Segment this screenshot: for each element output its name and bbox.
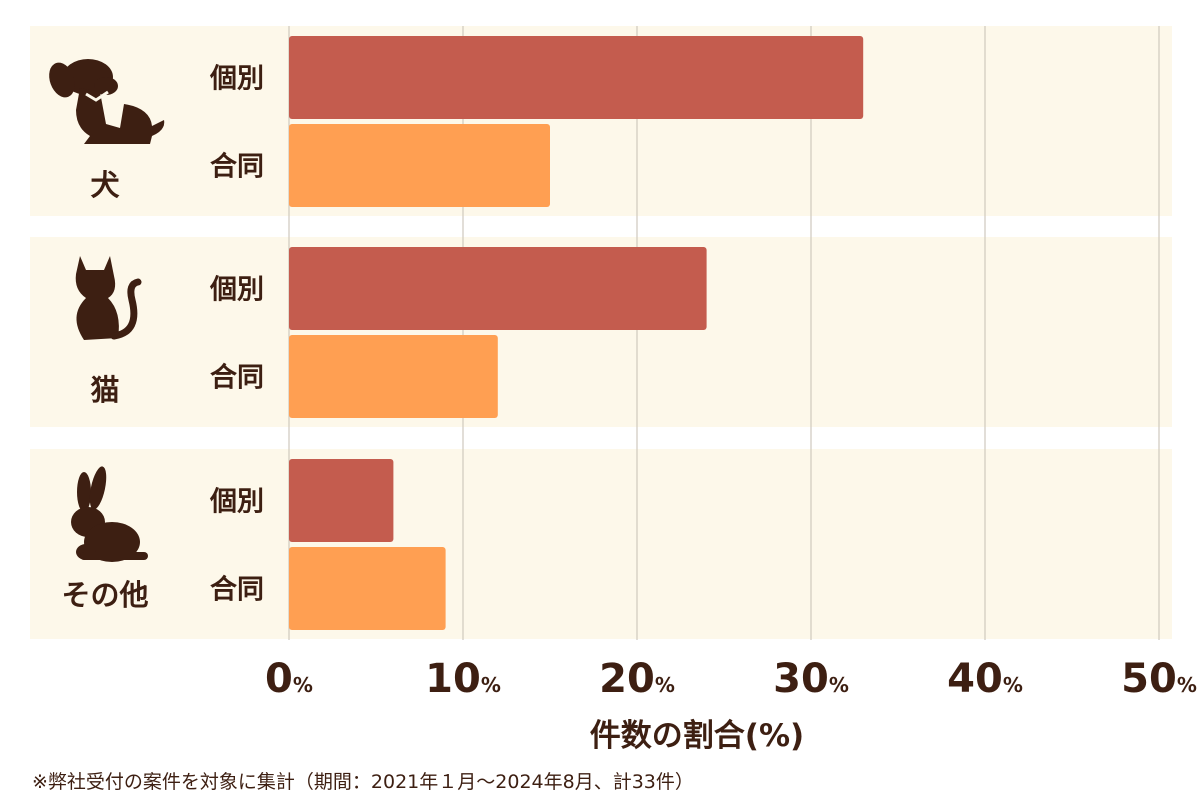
series-label: 合同 [210,362,264,394]
series-label: 個別 [209,487,264,518]
footnote: ※弊社受付の案件を対象に集計（期間：2021年１月～2024年8月、計33件） [32,771,694,793]
x-axis-ticks: 0% 10% 20% 30% 40% 50% [265,656,1197,702]
x-tick-label: 10% [425,656,501,702]
group-background-3 [30,449,1172,639]
category-label: 猫 [90,373,119,407]
series-label: 合同 [210,151,264,183]
series-label: 合同 [210,574,264,606]
bar-joint [289,124,550,207]
x-tick-label: 30% [773,656,849,702]
x-tick-label: 20% [599,656,675,702]
x-tick-label: 40% [947,656,1023,702]
x-tick-label: 0% [265,656,313,702]
rabbit-icon [71,466,148,562]
series-label: 個別 [209,64,264,95]
series-label: 個別 [209,275,264,306]
bar-individual [289,36,864,119]
cat-icon [75,256,142,340]
bar-joint [289,335,498,418]
x-axis-title: 件数の割合(%) [590,718,804,754]
bar-individual [289,247,707,330]
category-label: 犬 [90,168,120,202]
category-label: その他 [61,578,148,612]
x-tick-label: 50% [1121,656,1197,702]
bar-individual [289,459,394,542]
bar-joint [289,547,446,630]
dog-icon [49,59,165,144]
bars [289,36,864,630]
